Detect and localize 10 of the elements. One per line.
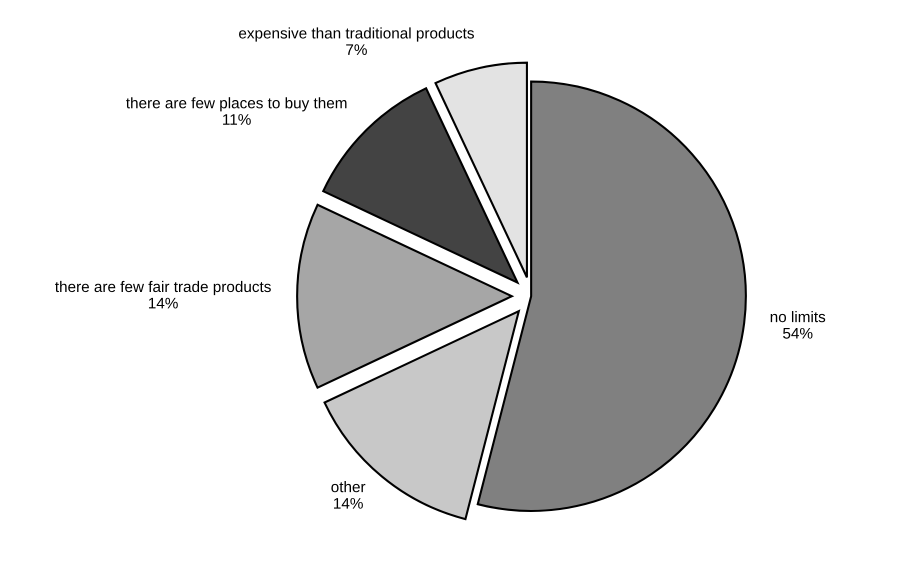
slice-label: no limits: [770, 311, 826, 322]
slice-label: expensive than traditional products: [239, 27, 474, 42]
slice-label: other: [331, 481, 366, 492]
data-label: 54%: [783, 328, 812, 339]
data-label: 14%: [334, 498, 363, 509]
data-label: 7%: [346, 44, 367, 55]
slice-label: there are few places to buy them: [126, 97, 346, 112]
data-label: 11%: [223, 114, 251, 125]
slice-label: there are few fair trade products: [55, 280, 271, 296]
data-label: 14%: [148, 298, 178, 309]
